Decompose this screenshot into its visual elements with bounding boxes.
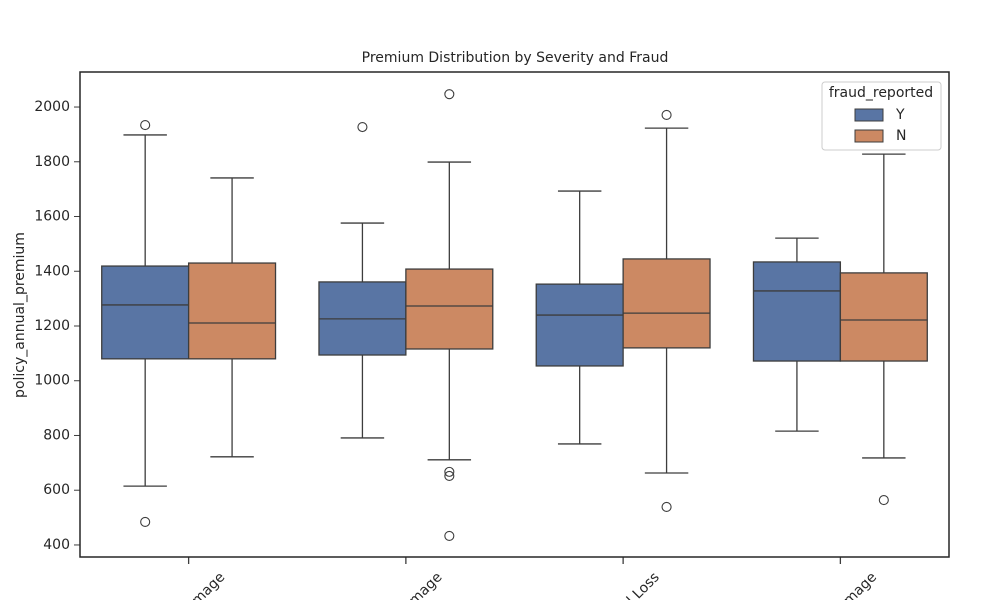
y-tick-label: 2000: [34, 99, 70, 115]
box: [622, 258, 711, 349]
outlier: [661, 501, 672, 512]
y-tick-label: 1800: [34, 154, 70, 170]
y-tick-label: 600: [43, 482, 70, 498]
legend-label: Y: [895, 107, 905, 123]
legend: fraud_reported YN: [821, 81, 942, 151]
legend-swatch: [854, 108, 884, 122]
x-tick-label: mage: [189, 569, 228, 600]
box: [187, 262, 277, 360]
box: [535, 283, 624, 367]
outlier: [140, 516, 151, 528]
outlier: [357, 121, 368, 133]
legend-title: fraud_reported: [829, 85, 933, 101]
outlier: [878, 495, 889, 506]
y-tick-label: 1200: [34, 318, 70, 334]
legend-swatch: [854, 129, 884, 143]
outlier: [661, 109, 672, 121]
box: [839, 272, 928, 362]
x-tick-label: l Loss: [624, 569, 663, 600]
outlier: [444, 89, 455, 100]
y-tick-label: 1000: [34, 373, 70, 389]
box: [101, 265, 190, 360]
legend-label: N: [896, 128, 906, 144]
box: [752, 261, 842, 362]
outlier: [444, 530, 455, 541]
outlier: [444, 466, 455, 477]
y-tick-label: 400: [43, 537, 70, 553]
box: [405, 268, 494, 350]
chart-title: Premium Distribution by Severity and Fra…: [362, 50, 669, 66]
outlier: [140, 120, 151, 131]
y-axis-label: policy_annual_premium: [12, 232, 28, 398]
y-tick-label: 800: [43, 427, 70, 443]
y-tick-label: 1600: [34, 209, 70, 225]
y-tick-label: 1400: [34, 263, 70, 279]
plot-frame: [79, 71, 950, 558]
x-tick-label: mage: [841, 569, 880, 600]
outlier: [444, 470, 455, 482]
x-tick-label: mage: [406, 569, 445, 600]
